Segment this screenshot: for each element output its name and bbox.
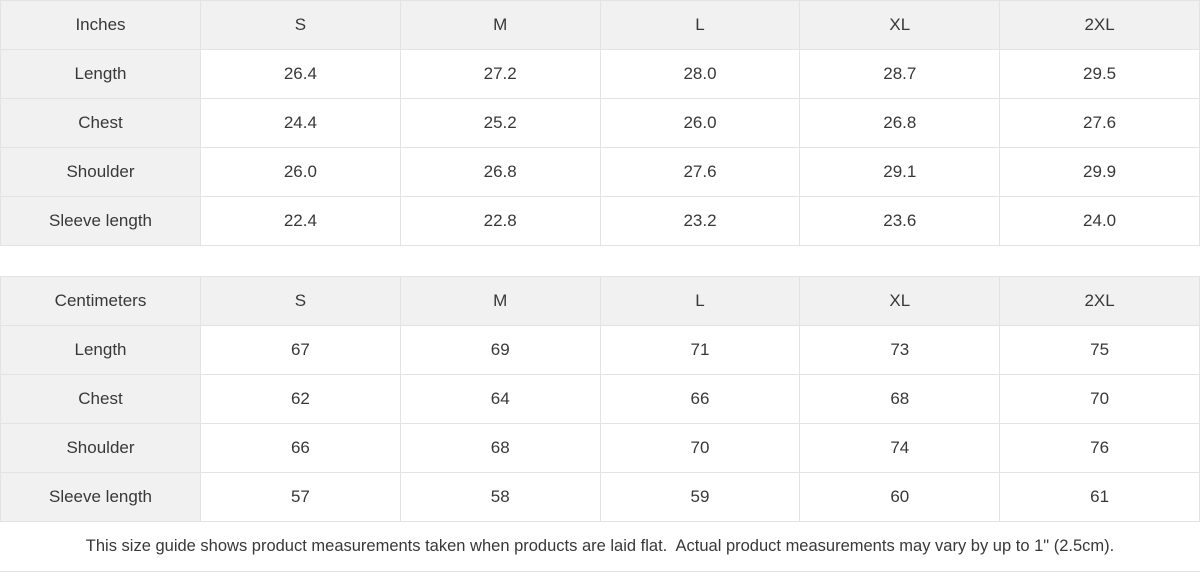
value-cell: 28.0	[600, 50, 801, 99]
value-cell: 59	[600, 473, 801, 522]
value-cell: 23.6	[800, 197, 1001, 246]
measurement-label-cell: Chest	[1, 99, 201, 148]
measurement-row: Sleeve length 57 58 59 60 61	[1, 473, 1200, 522]
value-cell: 25.2	[400, 99, 601, 148]
value-cell: 74	[800, 424, 1001, 473]
value-cell: 29.5	[1000, 50, 1200, 99]
value-cell: 22.4	[201, 197, 401, 246]
measurement-row: Sleeve length 22.4 22.8 23.2 23.6 24.0	[1, 197, 1200, 246]
measurement-row: Chest 24.4 25.2 26.0 26.8 27.6	[1, 99, 1200, 148]
value-cell: 68	[400, 424, 601, 473]
value-cell: 67	[201, 326, 401, 375]
size-header-cell: 2XL	[1000, 1, 1200, 50]
measurement-row: Length 26.4 27.2 28.0 28.7 29.5	[1, 50, 1200, 99]
value-cell: 73	[800, 326, 1001, 375]
unit-header-cell: Inches	[1, 1, 201, 50]
value-cell: 23.2	[600, 197, 801, 246]
value-cell: 70	[1000, 375, 1200, 424]
value-cell: 64	[400, 375, 601, 424]
value-cell: 66	[600, 375, 801, 424]
centimeters-table: Centimeters S M L XL 2XL Length 67 69 71 73 75 Chest…	[0, 276, 1200, 522]
value-cell: 29.9	[1000, 148, 1200, 197]
value-cell: 60	[800, 473, 1001, 522]
size-header-cell: S	[201, 277, 401, 326]
size-header-cell: L	[600, 277, 801, 326]
size-header-cell: L	[600, 1, 801, 50]
size-header-cell: 2XL	[1000, 277, 1200, 326]
value-cell: 27.2	[400, 50, 601, 99]
measurement-label-cell: Shoulder	[1, 148, 201, 197]
measurement-row: Shoulder 26.0 26.8 27.6 29.1 29.9	[1, 148, 1200, 197]
footnote-text: This size guide shows product measuremen…	[85, 537, 1115, 555]
value-cell: 27.6	[600, 148, 801, 197]
value-cell: 26.4	[201, 50, 401, 99]
measurement-label-cell: Length	[1, 326, 201, 375]
value-cell: 26.8	[800, 99, 1001, 148]
size-header-cell: M	[400, 277, 601, 326]
value-cell: 68	[800, 375, 1001, 424]
value-cell: 29.1	[800, 148, 1001, 197]
measurement-row: Chest 62 64 66 68 70	[1, 375, 1200, 424]
measurement-label-cell: Chest	[1, 375, 201, 424]
measurement-label-cell: Shoulder	[1, 424, 201, 473]
value-cell: 57	[201, 473, 401, 522]
measurement-label-cell: Sleeve length	[1, 197, 201, 246]
value-cell: 26.0	[201, 148, 401, 197]
size-header-cell: XL	[800, 277, 1001, 326]
table-gap	[0, 246, 1200, 276]
size-header-row: Centimeters S M L XL 2XL	[1, 277, 1200, 326]
measurement-row: Length 67 69 71 73 75	[1, 326, 1200, 375]
value-cell: 28.7	[800, 50, 1001, 99]
value-cell: 24.4	[201, 99, 401, 148]
value-cell: 66	[201, 424, 401, 473]
size-header-row: Inches S M L XL 2XL	[1, 1, 1200, 50]
unit-header-cell: Centimeters	[1, 277, 201, 326]
value-cell: 70	[600, 424, 801, 473]
value-cell: 71	[600, 326, 801, 375]
inches-table: Inches S M L XL 2XL Length 26.4 27.2 28.0 28.7 29.5…	[0, 0, 1200, 246]
size-header-cell: M	[400, 1, 601, 50]
value-cell: 61	[1000, 473, 1200, 522]
measurement-label-cell: Length	[1, 50, 201, 99]
size-header-cell: S	[201, 1, 401, 50]
value-cell: 26.8	[400, 148, 601, 197]
measurement-row: Shoulder 66 68 70 74 76	[1, 424, 1200, 473]
value-cell: 26.0	[600, 99, 801, 148]
value-cell: 76	[1000, 424, 1200, 473]
value-cell: 75	[1000, 326, 1200, 375]
value-cell: 69	[400, 326, 601, 375]
size-header-cell: XL	[800, 1, 1001, 50]
value-cell: 24.0	[1000, 197, 1200, 246]
footnote-row: This size guide shows product measuremen…	[0, 522, 1200, 572]
measurement-label-cell: Sleeve length	[1, 473, 201, 522]
value-cell: 58	[400, 473, 601, 522]
value-cell: 62	[201, 375, 401, 424]
value-cell: 22.8	[400, 197, 601, 246]
value-cell: 27.6	[1000, 99, 1200, 148]
